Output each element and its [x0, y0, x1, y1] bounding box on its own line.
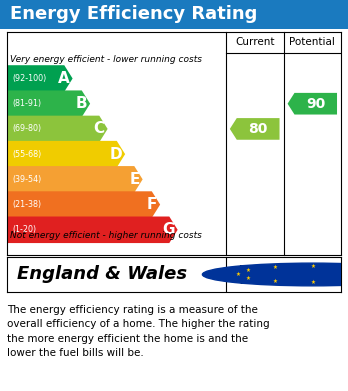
Text: F: F — [147, 197, 157, 212]
Text: The energy efficiency rating is a measure of the
overall efficiency of a home. T: The energy efficiency rating is a measur… — [7, 305, 270, 358]
Text: 80: 80 — [248, 122, 268, 136]
Text: 90: 90 — [306, 97, 325, 111]
Text: Potential: Potential — [290, 38, 335, 47]
Text: (81-91): (81-91) — [12, 99, 41, 108]
Polygon shape — [7, 217, 177, 243]
Text: Energy Efficiency Rating: Energy Efficiency Rating — [10, 5, 258, 23]
Polygon shape — [7, 166, 143, 193]
Text: D: D — [110, 147, 122, 161]
Circle shape — [203, 263, 348, 286]
Text: (69-80): (69-80) — [12, 124, 41, 133]
Text: B: B — [76, 96, 87, 111]
Text: (39-54): (39-54) — [12, 175, 41, 184]
Polygon shape — [7, 141, 125, 167]
Text: ★: ★ — [310, 280, 315, 285]
Text: ★: ★ — [273, 265, 278, 270]
Text: England & Wales: England & Wales — [17, 265, 187, 283]
Polygon shape — [7, 65, 73, 92]
Text: EU Directive: EU Directive — [239, 265, 299, 275]
Polygon shape — [7, 116, 108, 142]
Text: ★: ★ — [245, 276, 250, 281]
Text: ★: ★ — [273, 279, 278, 283]
Text: C: C — [94, 122, 105, 136]
Text: (1-20): (1-20) — [12, 225, 36, 234]
Text: (55-68): (55-68) — [12, 150, 41, 159]
Text: 2002/91/EC: 2002/91/EC — [239, 276, 295, 286]
Text: A: A — [58, 71, 70, 86]
Text: (92-100): (92-100) — [12, 74, 46, 83]
Text: E: E — [129, 172, 140, 187]
Text: ★: ★ — [310, 264, 315, 269]
Text: (21-38): (21-38) — [12, 200, 41, 209]
Text: Not energy efficient - higher running costs: Not energy efficient - higher running co… — [10, 231, 202, 240]
Polygon shape — [287, 93, 337, 115]
Text: Very energy efficient - lower running costs: Very energy efficient - lower running co… — [10, 55, 202, 64]
Polygon shape — [7, 90, 90, 117]
Text: ★: ★ — [235, 272, 240, 277]
Text: Current: Current — [235, 38, 275, 47]
Polygon shape — [7, 191, 160, 218]
Text: G: G — [162, 222, 175, 237]
Text: ★: ★ — [245, 268, 250, 273]
Polygon shape — [230, 118, 279, 140]
